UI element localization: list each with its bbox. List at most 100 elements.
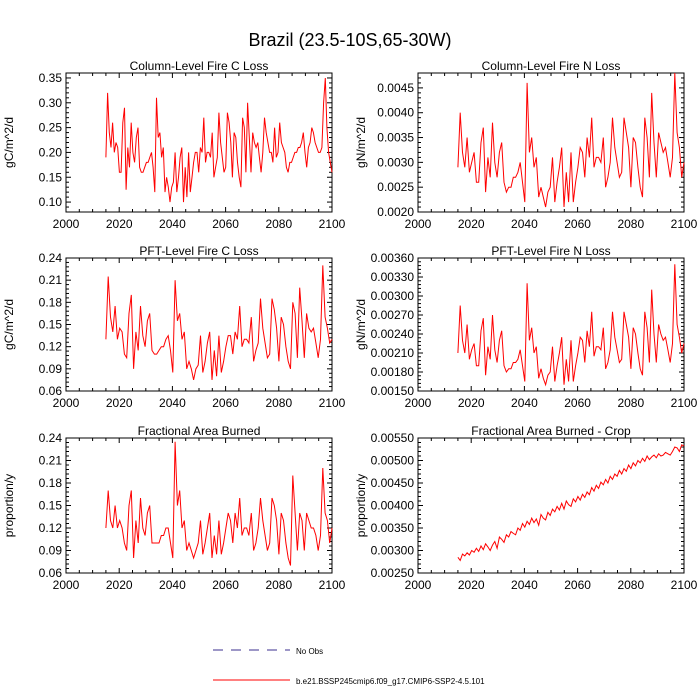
y-tick-label: 0.15 (39, 318, 63, 332)
y-tick-label: 0.00150 (371, 384, 415, 398)
y-tick-label: 0.00180 (371, 365, 415, 379)
y-tick-label: 0.0045 (377, 81, 414, 95)
x-tick-label: 2000 (405, 217, 432, 231)
series-line-1 (105, 441, 333, 566)
y-tick-label: 0.00300 (371, 544, 415, 558)
x-tick-label: 2060 (564, 217, 591, 231)
x-tick-label: 2040 (159, 396, 186, 410)
panel-title: PFT-Level Fire C Loss (139, 244, 258, 258)
y-tick-label: 0.0030 (377, 155, 414, 169)
x-tick-label: 2080 (265, 396, 292, 410)
panel-title: Fractional Area Burned (138, 424, 261, 438)
series-line-1 (457, 72, 685, 208)
y-tick-label: 0.21 (39, 454, 63, 468)
x-tick-label: 2060 (564, 396, 591, 410)
y-tick-label: 0.00360 (371, 251, 415, 265)
y-tick-label: 0.18 (39, 295, 63, 309)
x-tick-label: 2000 (405, 396, 432, 410)
x-tick-label: 2020 (458, 217, 485, 231)
series-line-1 (105, 77, 333, 203)
y-tick-label: 0.00350 (371, 521, 415, 535)
x-tick-label: 2040 (511, 217, 538, 231)
x-tick-label: 2020 (458, 396, 485, 410)
y-tick-label: 0.00250 (371, 566, 415, 580)
chart-panel-4: PFT-Level Fire N Loss gN/m^2/d 2000 2020 204… (354, 244, 698, 410)
y-tick-label: 0.12 (39, 521, 63, 535)
y-tick-label: 0.0025 (377, 180, 414, 194)
y-tick-label: 0.09 (39, 362, 63, 376)
panel-title: Fractional Area Burned - Crop (471, 424, 631, 438)
y-tick-label: 0.06 (39, 566, 63, 580)
x-tick-label: 2040 (511, 396, 538, 410)
y-axis-label: gN/m^2/d (354, 299, 368, 350)
y-axis-label: gC/m^2/d (2, 299, 16, 350)
y-tick-label: 0.06 (39, 384, 63, 398)
x-tick-label: 2080 (617, 217, 644, 231)
y-tick-label: 0.10 (39, 195, 63, 209)
x-tick-label: 2080 (265, 578, 292, 592)
x-tick-label: 2020 (458, 578, 485, 592)
x-tick-label: 2000 (53, 396, 80, 410)
x-tick-label: 2100 (319, 578, 346, 592)
chart-panel-1: Column-Level Fire C Loss gC/m^2/d 2000 2020… (2, 59, 346, 231)
x-tick-label: 2060 (212, 578, 239, 592)
y-tick-label: 0.0035 (377, 131, 414, 145)
y-tick-label: 0.00550 (371, 431, 415, 445)
chart-panel-2: Column-Level Fire N Loss gN/m^2/d 2000 2020… (354, 59, 698, 231)
legend-model-label: b.e21.BSSP245cmip6.f09_g17.CMIP6-SSP2-4.… (296, 677, 485, 686)
x-tick-label: 2040 (511, 578, 538, 592)
y-tick-label: 0.24 (39, 431, 63, 445)
x-tick-label: 2040 (159, 578, 186, 592)
x-tick-label: 2100 (671, 578, 698, 592)
panel-title: Column-Level Fire C Loss (130, 59, 269, 73)
x-tick-label: 2060 (564, 578, 591, 592)
x-tick-label: 2040 (159, 217, 186, 231)
x-tick-label: 2020 (106, 217, 133, 231)
y-tick-label: 0.00210 (371, 346, 415, 360)
y-tick-label: 0.25 (39, 121, 63, 135)
x-tick-label: 2100 (671, 217, 698, 231)
chart-panel-5: Fractional Area Burned proportion/y 2000 20… (2, 424, 346, 592)
y-tick-label: 0.00240 (371, 327, 415, 341)
series-line-1 (457, 264, 685, 387)
panel-title: PFT-Level Fire N Loss (491, 244, 610, 258)
y-tick-label: 0.00400 (371, 499, 415, 513)
panels: Column-Level Fire C Loss gC/m^2/d 2000 2020… (2, 59, 698, 592)
x-tick-label: 2100 (319, 217, 346, 231)
x-tick-label: 2080 (617, 578, 644, 592)
y-tick-label: 0.00300 (371, 289, 415, 303)
y-tick-label: 0.00270 (371, 308, 415, 322)
y-tick-label: 0.18 (39, 476, 63, 490)
y-tick-label: 0.12 (39, 340, 63, 354)
y-tick-label: 0.09 (39, 544, 63, 558)
x-tick-label: 2000 (53, 578, 80, 592)
y-tick-label: 0.0020 (377, 205, 414, 219)
y-tick-label: 0.00330 (371, 270, 415, 284)
chart-panel-6: Fractional Area Burned - Crop proportion/… (354, 424, 698, 592)
y-axis-label: gN/m^2/d (354, 117, 368, 168)
x-tick-label: 2000 (53, 217, 80, 231)
y-tick-label: 0.15 (39, 170, 63, 184)
series-line-1 (105, 265, 333, 381)
series-line-1 (457, 444, 685, 562)
x-tick-label: 2020 (106, 396, 133, 410)
y-tick-label: 0.21 (39, 273, 63, 287)
chart-panel-3: PFT-Level Fire C Loss gC/m^2/d 2000 2020 204… (2, 244, 346, 410)
legend: No Obs b.e21.BSSP245cmip6.f09_g17.CMIP6-… (213, 647, 485, 686)
y-tick-label: 0.20 (39, 145, 63, 159)
y-tick-label: 0.30 (39, 96, 63, 110)
x-tick-label: 2060 (212, 396, 239, 410)
x-tick-label: 2100 (319, 396, 346, 410)
y-tick-label: 0.35 (39, 71, 63, 85)
y-tick-label: 0.00450 (371, 476, 415, 490)
y-axis-label: gC/m^2/d (2, 117, 16, 168)
y-axis-label: proportion/y (354, 474, 368, 537)
y-tick-label: 0.24 (39, 251, 63, 265)
x-tick-label: 2000 (405, 578, 432, 592)
y-axis-label: proportion/y (2, 474, 16, 537)
x-tick-label: 2020 (106, 578, 133, 592)
y-tick-label: 0.0040 (377, 106, 414, 120)
panel-title: Column-Level Fire N Loss (482, 59, 621, 73)
y-tick-label: 0.15 (39, 499, 63, 513)
y-tick-label: 0.00500 (371, 454, 415, 468)
